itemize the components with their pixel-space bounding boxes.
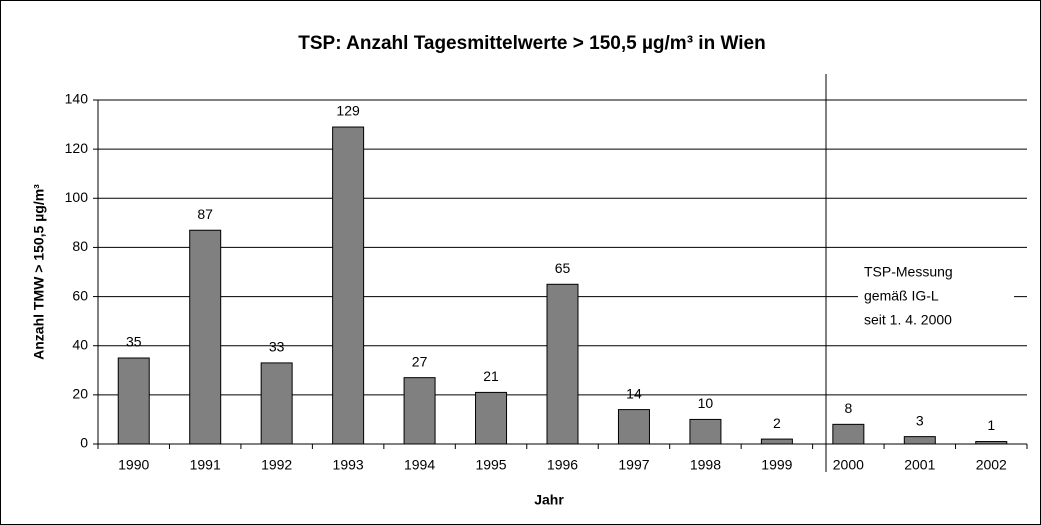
- x-axis-label: Jahr: [534, 492, 564, 508]
- y-tick-label: 120: [65, 140, 89, 156]
- bar: [903, 436, 936, 445]
- x-tick-label: 1990: [118, 457, 149, 473]
- data-label: 1: [987, 417, 995, 433]
- annotation: gemäß IG-L: [864, 288, 939, 304]
- annotation-background: [858, 258, 1014, 334]
- data-label: 27: [412, 353, 428, 369]
- x-tick-label: 1992: [261, 457, 292, 473]
- bar: [546, 283, 579, 445]
- data-label: 10: [698, 395, 714, 411]
- x-tick-label: 1998: [690, 457, 721, 473]
- chart-title: TSP: Anzahl Tagesmittelwerte > 150,5 µg/…: [298, 33, 765, 54]
- data-label: 3: [916, 412, 924, 428]
- bar: [760, 438, 793, 445]
- x-tick-label: 1994: [404, 457, 435, 473]
- y-tick-label: 40: [72, 336, 88, 352]
- y-tick-label: 0: [80, 435, 88, 451]
- bar: [260, 362, 293, 445]
- x-tick-label: 2001: [904, 457, 935, 473]
- data-label: 14: [626, 385, 642, 401]
- x-tick-label: 2002: [976, 457, 1007, 473]
- bar: [403, 377, 436, 445]
- bar: [475, 391, 508, 445]
- bar: [189, 229, 222, 445]
- data-label: 87: [197, 206, 213, 222]
- bar: [617, 409, 650, 445]
- data-label: 2: [773, 415, 781, 431]
- data-label: 65: [555, 260, 571, 276]
- y-tick-label: 20: [72, 386, 88, 402]
- y-tick-label: 60: [72, 287, 88, 303]
- x-tick-label: 1996: [547, 457, 578, 473]
- y-tick-label: 100: [65, 189, 89, 205]
- bar: [975, 441, 1008, 445]
- data-label: 35: [126, 334, 142, 350]
- x-tick-label: 1999: [761, 457, 792, 473]
- bar: [332, 126, 365, 445]
- x-tick-label: 2000: [833, 457, 864, 473]
- x-tick-label: 1995: [475, 457, 506, 473]
- x-tick-label: 1997: [618, 457, 649, 473]
- annotation: TSP-Messung: [864, 264, 953, 280]
- y-tick-label: 140: [65, 91, 89, 107]
- y-axis-label: Anzahl TMW > 150,5 µg/m³: [31, 184, 47, 360]
- annotation: seit 1. 4. 2000: [864, 312, 952, 328]
- bar: [117, 357, 150, 445]
- data-label: 33: [269, 339, 285, 355]
- x-tick-label: 1993: [333, 457, 364, 473]
- data-label: 8: [844, 400, 852, 416]
- bar: [832, 423, 865, 445]
- x-tick-label: 1991: [190, 457, 221, 473]
- bar: [689, 418, 722, 445]
- y-tick-label: 80: [72, 238, 88, 254]
- data-label: 129: [336, 103, 360, 119]
- data-label: 21: [483, 368, 499, 384]
